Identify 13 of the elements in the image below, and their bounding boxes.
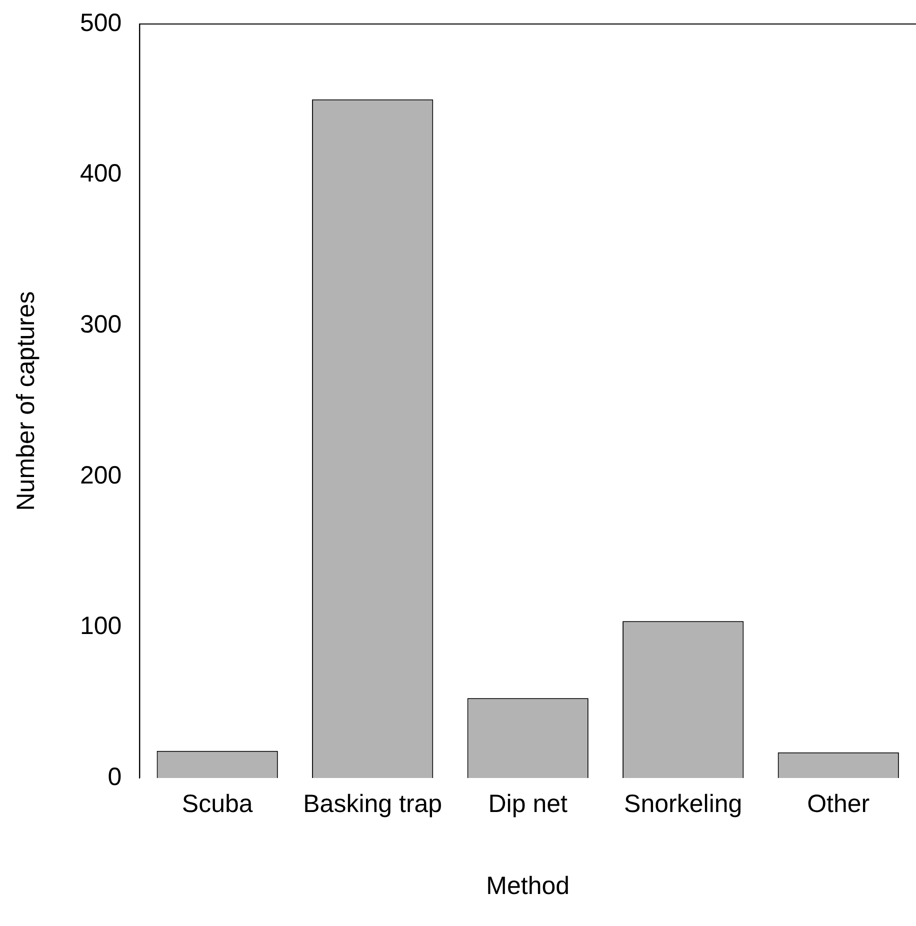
y-tick-label: 300: [80, 310, 122, 338]
x-tick-label: Snorkeling: [624, 790, 742, 818]
y-tick-label: 500: [80, 8, 122, 37]
y-axis-title: Number of captures: [12, 291, 40, 511]
y-tick-label: 100: [80, 612, 122, 640]
x-tick-label: Basking trap: [303, 790, 442, 818]
x-tick-label: Scuba: [182, 790, 253, 818]
y-tick-label: 200: [80, 461, 122, 490]
y-tick-label: 400: [80, 160, 122, 188]
x-axis-title: Method: [486, 872, 570, 900]
y-tick-label: 0: [108, 762, 122, 791]
x-tick-label: Dip net: [488, 790, 568, 818]
x-tick-label: Other: [807, 790, 870, 818]
